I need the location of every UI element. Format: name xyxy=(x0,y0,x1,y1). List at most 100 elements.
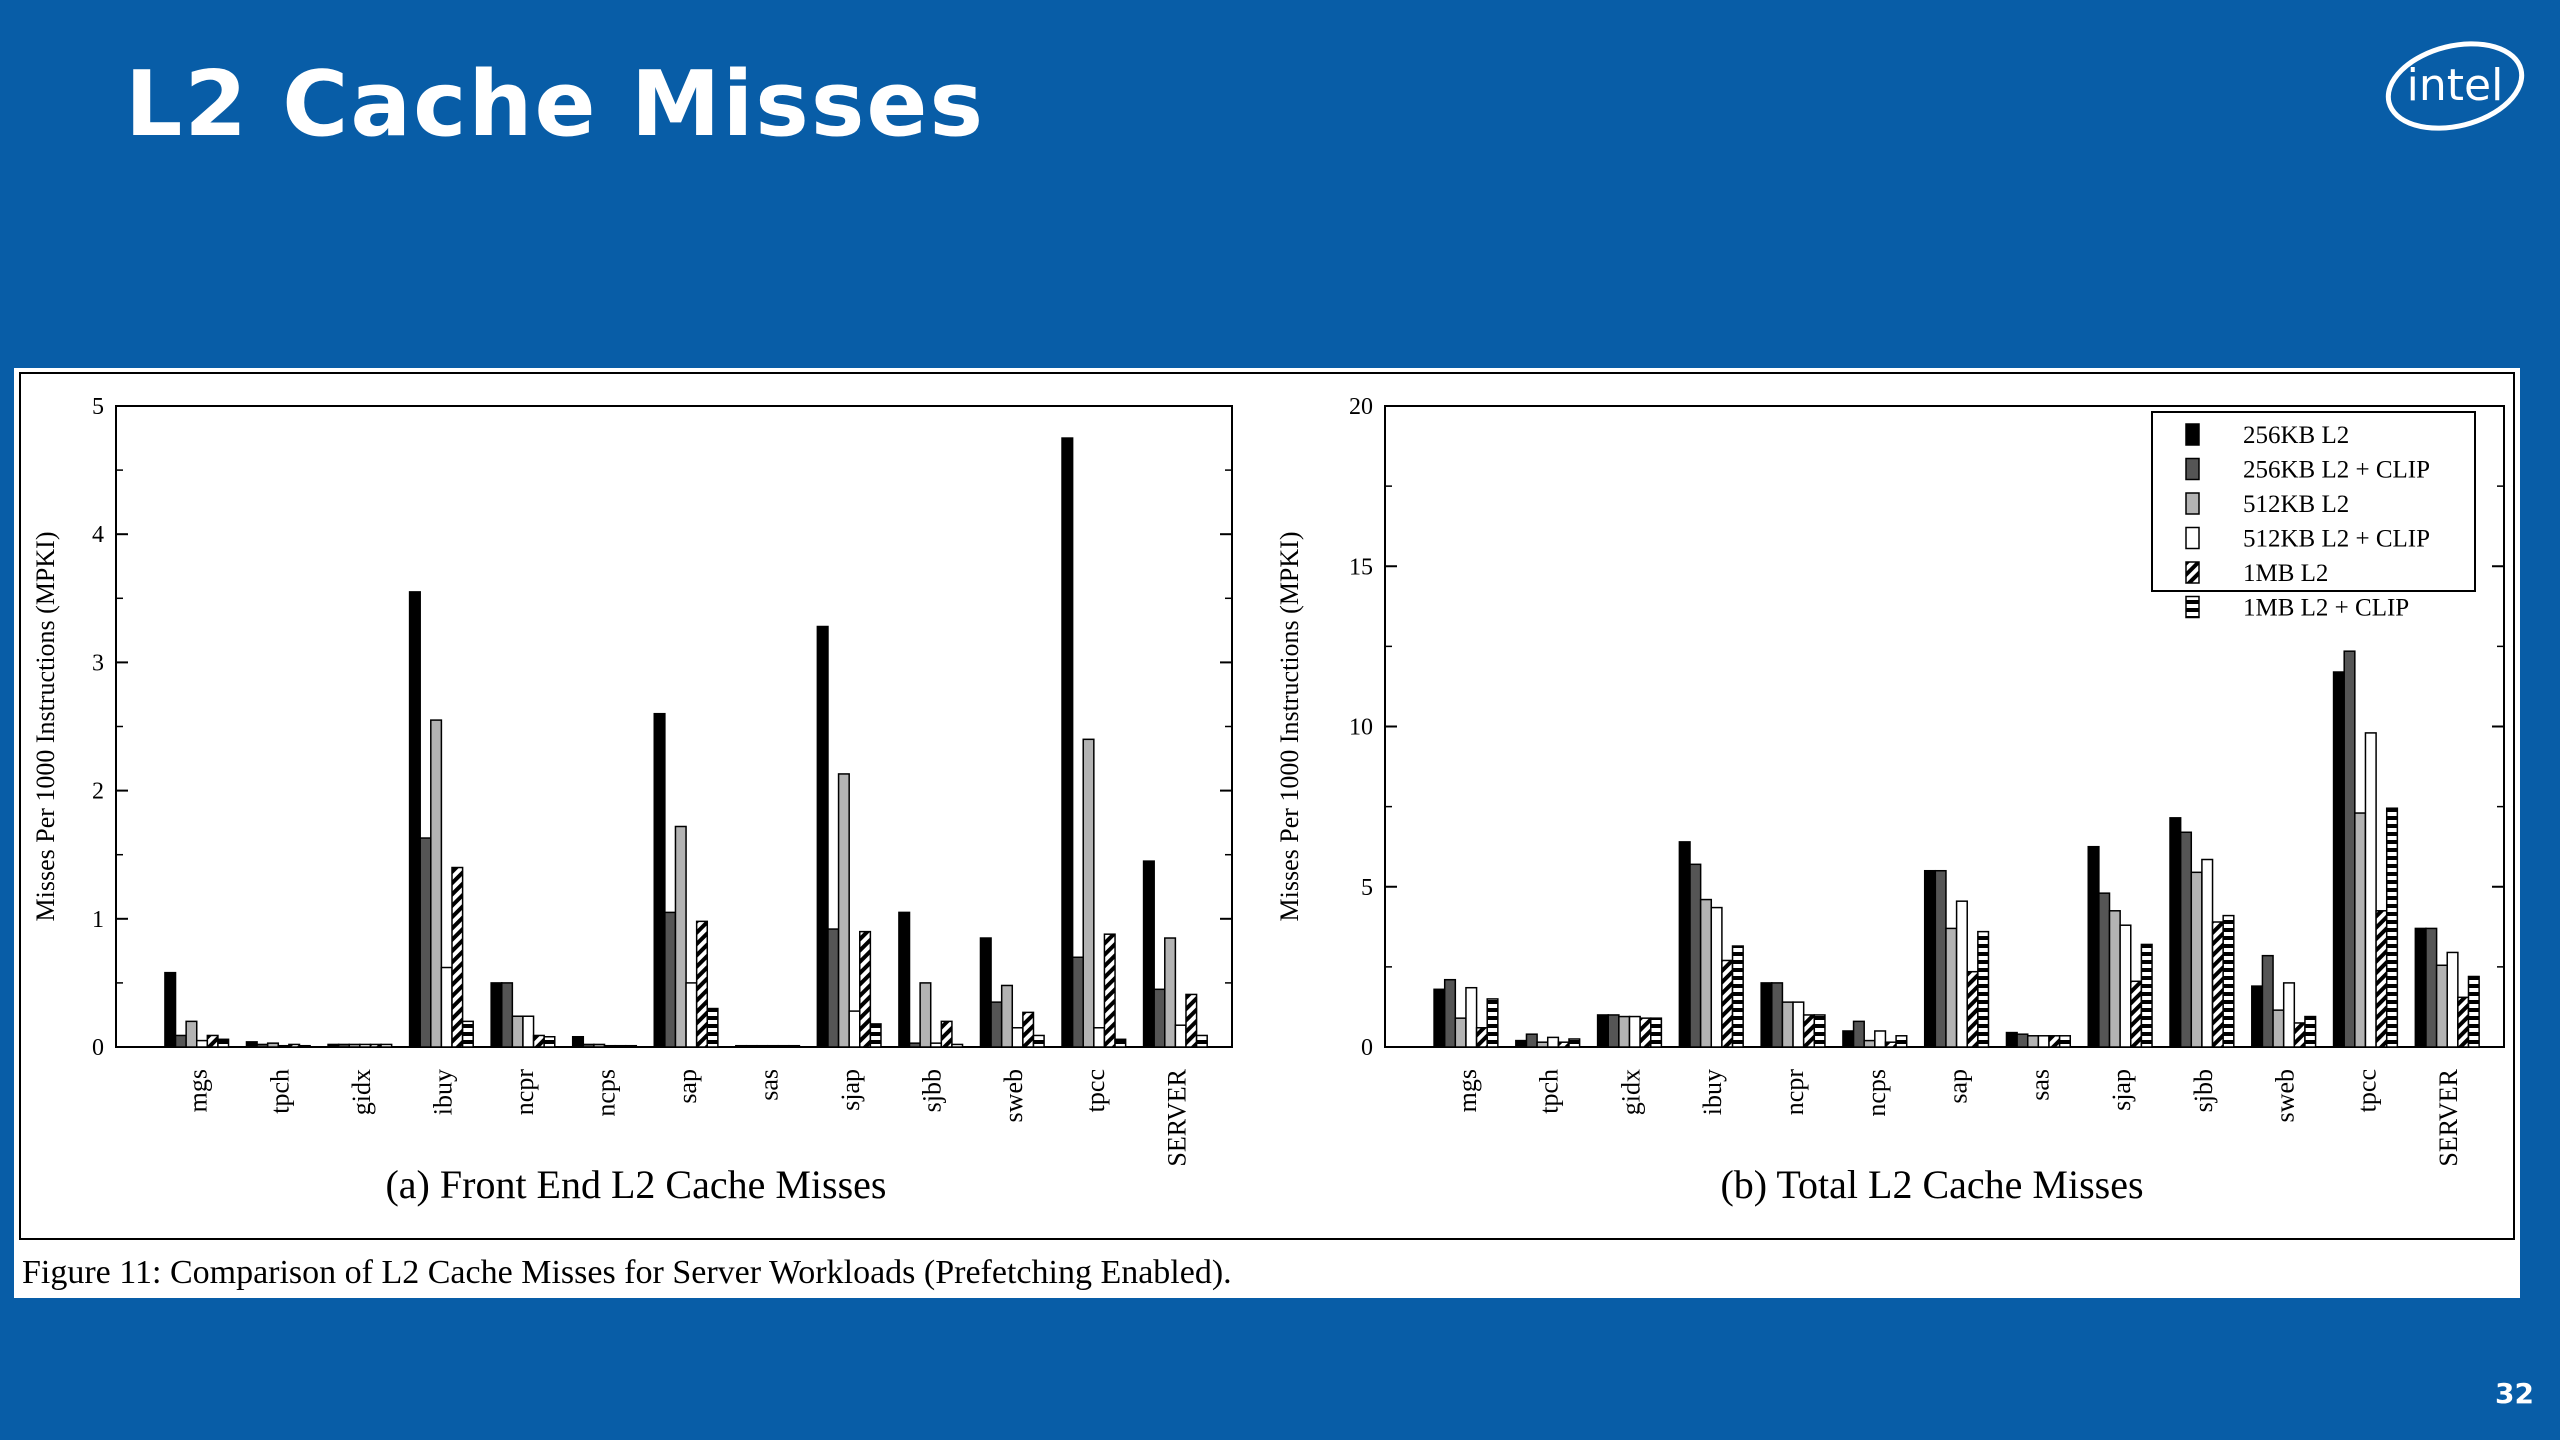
bar xyxy=(908,1042,921,1048)
bar xyxy=(1082,738,1095,1048)
bar xyxy=(195,1039,209,1048)
legend-label: 256KB L2 xyxy=(2243,422,2349,449)
bar xyxy=(256,1043,269,1048)
y-axis-label: Misses Per 1000 Instructions (MPKI) xyxy=(31,532,60,922)
bar xyxy=(1032,1034,1045,1048)
bar xyxy=(1650,1017,1663,1048)
bar xyxy=(277,1044,290,1048)
y-tick-label: 5 xyxy=(1361,875,1373,901)
bar xyxy=(380,1043,393,1048)
bar xyxy=(674,825,687,1048)
bar xyxy=(1022,1011,1035,1048)
bar xyxy=(1061,437,1074,1048)
x-tick-label: gidx xyxy=(1616,1069,1645,1115)
bar xyxy=(1596,1014,1609,1048)
bar xyxy=(1678,841,1691,1048)
slide-title: L2 Cache Misses xyxy=(125,52,986,157)
bar xyxy=(1142,860,1155,1048)
bar xyxy=(624,1044,638,1048)
legend-swatch xyxy=(2185,595,2200,619)
bar xyxy=(2425,927,2438,1048)
bar xyxy=(2005,1031,2018,1048)
bar xyxy=(2457,996,2470,1048)
bar xyxy=(1966,970,1979,1048)
bar xyxy=(603,1044,616,1048)
bar xyxy=(2058,1035,2072,1048)
bar xyxy=(217,1038,230,1048)
bar xyxy=(2435,964,2448,1048)
bar xyxy=(2282,982,2296,1048)
x-tick-label: ibuy xyxy=(1698,1069,1727,1115)
bar xyxy=(206,1034,219,1048)
bar xyxy=(735,1044,748,1048)
y-tick-label: 15 xyxy=(1349,554,1373,580)
bar xyxy=(2414,927,2427,1048)
bar xyxy=(2251,985,2264,1048)
bar xyxy=(685,982,698,1048)
bar xyxy=(827,928,840,1048)
bar xyxy=(1721,959,1734,1048)
x-tick-label: sweb xyxy=(999,1069,1028,1122)
bar xyxy=(929,1042,943,1048)
bar xyxy=(430,719,443,1048)
x-tick-label: sjap xyxy=(836,1069,865,1111)
bar xyxy=(1546,1036,1560,1048)
bar xyxy=(532,1034,545,1048)
bar xyxy=(2169,817,2182,1048)
bar xyxy=(440,966,453,1048)
x-tick-label: tpcc xyxy=(2352,1069,2381,1112)
bar xyxy=(898,911,911,1048)
bar xyxy=(777,1044,790,1048)
legend-label: 512KB L2 + CLIP xyxy=(2243,526,2430,553)
bar xyxy=(2261,954,2274,1048)
legend-swatch xyxy=(2185,526,2200,550)
bar xyxy=(1153,988,1166,1048)
bar xyxy=(185,1020,198,1048)
legend-swatch xyxy=(2185,457,2200,481)
figure-svg: Figure 11: Comparison of L2 Cache Misses… xyxy=(19,372,2515,1291)
bar xyxy=(1628,1015,1641,1048)
bar xyxy=(848,1010,861,1048)
bar xyxy=(500,982,514,1048)
bar xyxy=(1874,1030,1887,1048)
legend-swatch xyxy=(2185,561,2200,584)
bar xyxy=(298,1044,311,1048)
bar xyxy=(1731,945,1744,1048)
bar xyxy=(1923,869,1937,1048)
bar xyxy=(1093,1027,1106,1048)
bar xyxy=(1011,1027,1024,1048)
bar xyxy=(2119,924,2132,1048)
bar xyxy=(582,1043,595,1048)
bar xyxy=(1174,1024,1187,1048)
x-tick-label: tpch xyxy=(265,1069,294,1114)
bar xyxy=(695,920,709,1048)
bar xyxy=(2108,910,2121,1048)
y-tick-label: 1 xyxy=(92,907,104,933)
bar xyxy=(571,1035,585,1048)
bar xyxy=(2026,1035,2040,1048)
y-tick-label: 0 xyxy=(92,1035,104,1061)
bar xyxy=(2304,1015,2317,1048)
bar xyxy=(788,1044,801,1048)
bar xyxy=(1792,1001,1805,1048)
bar xyxy=(1639,1017,1652,1048)
x-tick-label: sweb xyxy=(2271,1069,2300,1122)
bar xyxy=(1699,898,1713,1048)
bar xyxy=(327,1043,340,1048)
bar xyxy=(461,1020,474,1048)
bar xyxy=(2211,921,2224,1048)
bar xyxy=(1525,1033,1538,1048)
x-tick-label: sap xyxy=(1944,1069,1973,1104)
figure-caption: Figure 11: Comparison of L2 Cache Misses… xyxy=(22,1254,1232,1291)
bar xyxy=(369,1043,382,1048)
bar xyxy=(2130,980,2143,1048)
bar xyxy=(359,1043,372,1048)
bar xyxy=(2385,807,2399,1048)
bar xyxy=(2343,650,2356,1048)
bar xyxy=(2087,845,2100,1048)
bar xyxy=(614,1044,627,1048)
x-tick-label: tpch xyxy=(1535,1069,1564,1114)
bar xyxy=(1842,1030,1855,1048)
y-tick-label: 0 xyxy=(1361,1035,1373,1061)
bar xyxy=(869,1023,882,1048)
